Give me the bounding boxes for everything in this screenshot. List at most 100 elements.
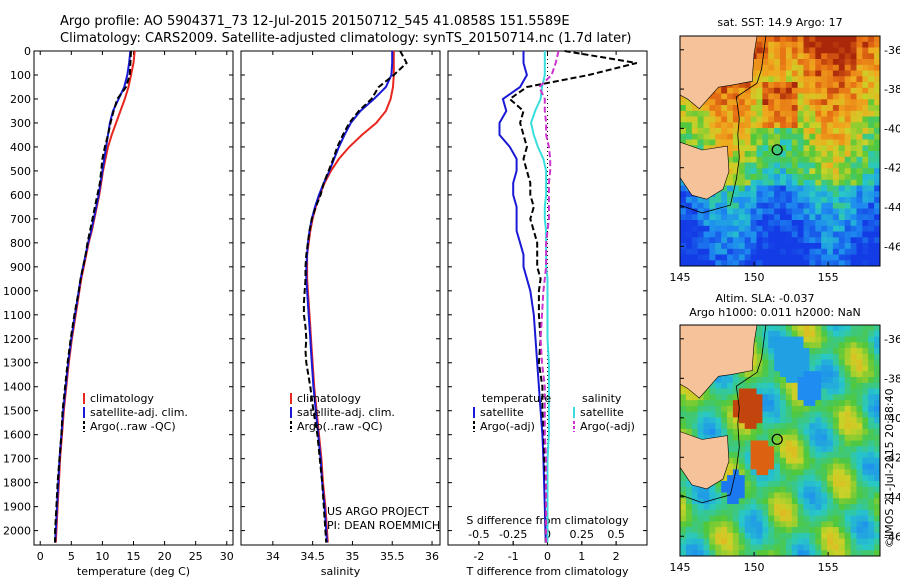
y-tick-label: 300: [10, 117, 31, 130]
map-cell: [774, 532, 781, 540]
map-cell: [774, 480, 781, 488]
map-cell: [809, 47, 816, 54]
map-cell: [703, 197, 710, 204]
map-cell: [744, 480, 752, 488]
map-cell: [844, 220, 852, 227]
map-cell: [821, 336, 828, 343]
map-cell: [785, 93, 793, 100]
top-x-tick-label: -0.5: [468, 528, 489, 541]
map-cell: [732, 457, 740, 465]
map-cell: [832, 446, 840, 453]
map-cell: [832, 336, 840, 343]
x-tick-label: 30: [220, 550, 234, 563]
map-cell: [791, 550, 799, 556]
map-cell: [691, 220, 699, 227]
map-cell: [756, 400, 763, 407]
map-cell: [874, 371, 880, 378]
map-cell: [715, 394, 722, 401]
map-cell: [803, 128, 810, 135]
map-cell: [744, 469, 752, 476]
map-cell: [727, 475, 734, 482]
map-cell: [768, 382, 775, 390]
map-cell: [809, 538, 816, 546]
map-cell: [809, 260, 816, 266]
map-cell: [691, 231, 699, 238]
map-cell: [844, 509, 852, 517]
map-cell: [768, 197, 775, 204]
map-cell: [827, 469, 834, 476]
temperature-panel: 0100200300400500600700800900100011001200…: [3, 45, 234, 578]
map-cell: [738, 225, 746, 233]
map-cell: [709, 99, 716, 106]
map-cell: [721, 225, 728, 233]
map-cell: [827, 214, 834, 221]
map-cell: [768, 348, 775, 355]
map-cell: [832, 527, 840, 534]
map-cell: [685, 248, 693, 256]
map-cell: [809, 377, 816, 384]
map-cell: [738, 377, 746, 384]
map-cell: [727, 202, 734, 210]
map-cell: [785, 231, 793, 238]
map-cell: [756, 394, 763, 401]
map-cell: [821, 128, 828, 135]
map-cell: [768, 377, 775, 384]
map-cell: [721, 475, 728, 482]
map-cell: [832, 133, 840, 141]
map-cell: [862, 105, 869, 112]
map-cell: [780, 330, 787, 338]
map-cell: [780, 446, 787, 453]
map-cell: [697, 237, 705, 244]
map-cell: [838, 87, 846, 95]
map-cell: [691, 492, 699, 499]
map-cell: [874, 423, 880, 430]
map-cell: [874, 99, 880, 106]
map-cell: [850, 64, 858, 72]
map-cell: [780, 116, 787, 123]
map-cell: [791, 330, 799, 338]
x-tick-label: 1: [578, 550, 585, 563]
map-cell: [844, 191, 852, 198]
top-x-tick-label: -0.25: [499, 528, 527, 541]
map-cell: [750, 174, 758, 181]
map-cell: [821, 538, 828, 546]
map-cell: [821, 394, 828, 401]
map-cell: [732, 428, 740, 436]
map-cell: [868, 382, 875, 390]
map-cell: [797, 202, 805, 210]
map-cell: [750, 440, 758, 447]
map-cell: [732, 434, 740, 442]
map-cell: [691, 423, 699, 430]
map-cell: [732, 411, 740, 418]
map-cell: [832, 243, 840, 250]
map-cell: [721, 521, 728, 528]
map-cell: [727, 521, 734, 528]
map-cell: [827, 110, 834, 118]
map-cell: [768, 411, 775, 418]
map-cell: [838, 179, 846, 187]
map-cell: [715, 423, 722, 430]
map-cell: [680, 405, 687, 413]
map-cell: [768, 220, 775, 227]
map-cell: [791, 480, 799, 488]
map-cell: [762, 348, 769, 355]
map-cell: [721, 377, 728, 384]
map-cell: [738, 197, 746, 204]
map-cell: [797, 156, 805, 164]
map-cell: [868, 122, 875, 129]
map-cell: [785, 371, 793, 378]
map-cell: [756, 116, 763, 123]
map-cell: [832, 139, 840, 146]
map-cell: [850, 231, 858, 238]
map-cell: [744, 220, 752, 227]
map-cell: [815, 214, 822, 221]
map-cell: [732, 394, 740, 401]
map-cell: [797, 231, 805, 238]
map-cell: [827, 139, 834, 146]
map-cell: [697, 208, 705, 215]
map-cell: [850, 225, 858, 233]
map-cell: [750, 434, 758, 442]
map-cell: [750, 133, 758, 141]
map-cell: [815, 446, 822, 453]
map-cell: [774, 59, 781, 66]
